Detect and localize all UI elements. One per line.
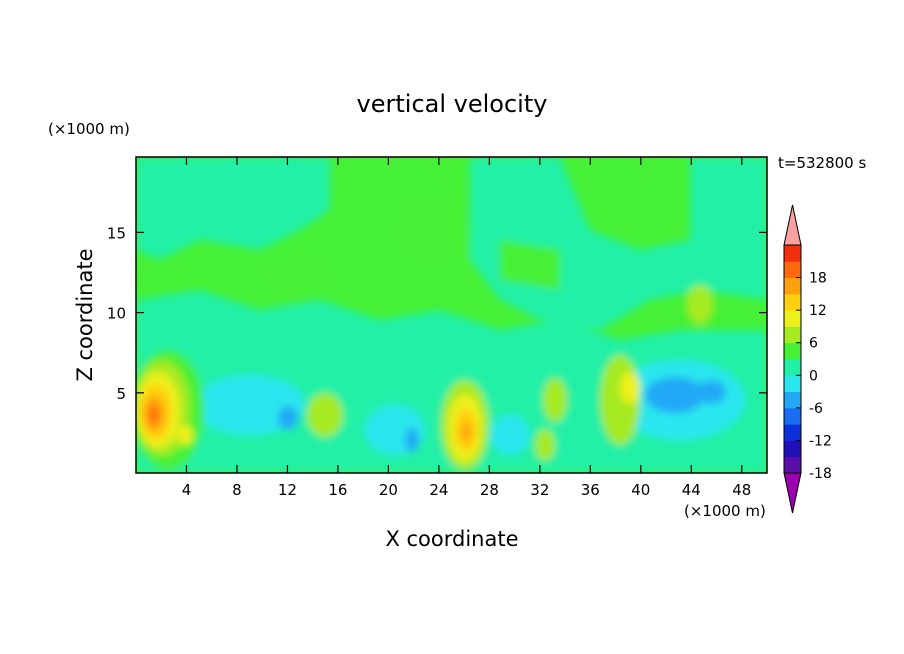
- x-tick-label: 28: [480, 481, 499, 499]
- x-tick-label: 36: [581, 481, 600, 499]
- colorbar-min-arrow: [783, 472, 802, 514]
- colorbar-frame: [783, 244, 802, 474]
- x-unit-label: (×1000 m): [684, 502, 766, 520]
- x-ticks: 4 8 12 16 20 24 28 32 36 40 44 48: [182, 157, 751, 499]
- x-tick-label: 40: [631, 481, 650, 499]
- y-tick-label: 10: [107, 305, 126, 323]
- colorbar-band: [784, 310, 801, 327]
- colorbar-band: [784, 424, 801, 441]
- colorbar-band: [784, 456, 801, 474]
- colorbar-band: [784, 342, 801, 360]
- x-tick-label: 16: [328, 481, 347, 499]
- colorbar-band: [784, 440, 801, 458]
- x-tick-label: 12: [278, 481, 297, 499]
- x-tick-label: 48: [732, 481, 751, 499]
- x-tick-label: 8: [232, 481, 242, 499]
- y-tick-label: 15: [107, 224, 126, 242]
- colorbar-band: [784, 277, 801, 295]
- colorbar-tick-label: -18: [809, 466, 832, 482]
- x-tick-label: 24: [429, 481, 448, 499]
- colorbar-tick-label: 0: [809, 368, 818, 384]
- heatmap-field: [136, 157, 767, 473]
- colorbar-tick-label: 18: [809, 271, 827, 287]
- colorbar-band: [784, 359, 801, 376]
- x-tick-label: 44: [682, 481, 701, 499]
- colorbar-band: [784, 326, 801, 344]
- colorbar-band: [784, 375, 801, 393]
- x-tick-label: 4: [182, 481, 192, 499]
- y-tick-label: 5: [116, 385, 126, 403]
- colorbar-tick-label: 12: [809, 303, 827, 319]
- colorbar-max-arrow: [783, 204, 802, 246]
- colorbar-band: [784, 293, 801, 311]
- colorbar-band: [784, 407, 801, 425]
- colorbar-band: [784, 261, 801, 279]
- chart-title: vertical velocity: [357, 90, 548, 118]
- x-axis-label: X coordinate: [385, 527, 518, 551]
- colorbar-band: [784, 391, 801, 409]
- colorbar-band: [784, 245, 801, 262]
- x-tick-label: 20: [379, 481, 398, 499]
- colorbar: 18 12 6 0 -6 -12 -18: [783, 204, 832, 514]
- colorbar-tick-label: -6: [809, 401, 823, 417]
- y-axis-label: Z coordinate: [73, 248, 97, 381]
- y-unit-label: (×1000 m): [48, 120, 130, 138]
- x-tick-label: 32: [530, 481, 549, 499]
- colorbar-tick-label: 6: [809, 336, 818, 352]
- plot-frame: [135, 156, 768, 474]
- colorbar-tick-label: -12: [809, 433, 832, 449]
- time-label: t=532800 s: [778, 154, 866, 172]
- y-ticks: 5 10 15: [107, 224, 767, 403]
